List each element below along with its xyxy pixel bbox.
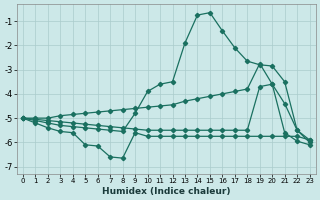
X-axis label: Humidex (Indice chaleur): Humidex (Indice chaleur) — [102, 187, 230, 196]
